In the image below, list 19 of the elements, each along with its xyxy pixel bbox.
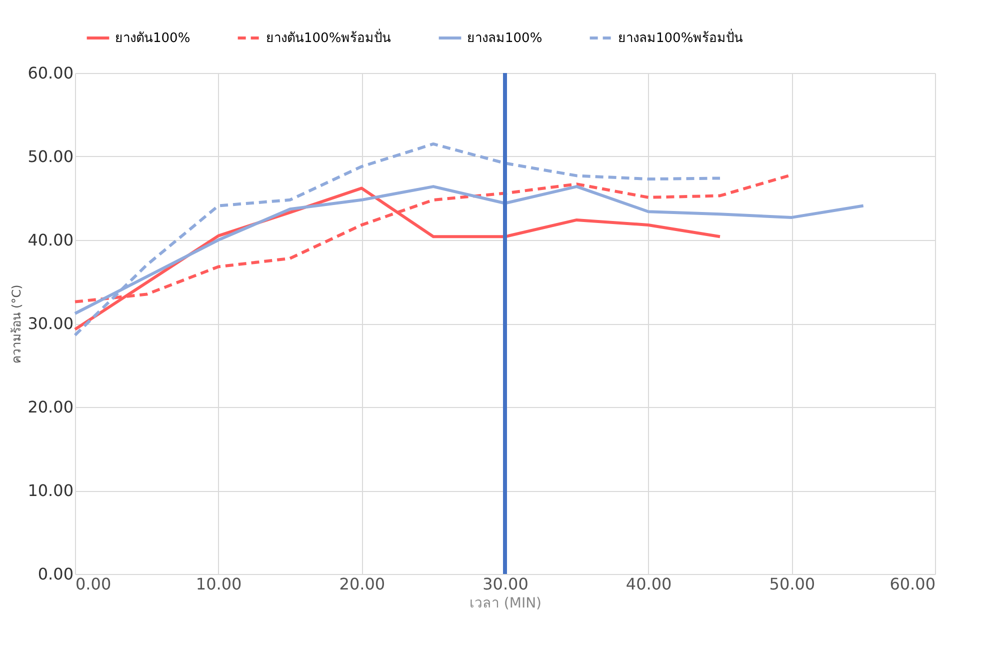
x-tick-label: 30.00 xyxy=(482,574,528,594)
x-tick-label: 20.00 xyxy=(339,574,386,594)
x-tick-label: 60.00 xyxy=(890,574,936,594)
x-tick-label: 40.00 xyxy=(626,574,672,594)
x-tick-label: 50.00 xyxy=(769,574,816,594)
y-tick-label: 10.00 xyxy=(28,481,74,500)
y-tick-label: 60.00 xyxy=(28,64,74,82)
x-tick-label: 0.00 xyxy=(76,574,112,594)
legend-label: ยางตัน100%พร้อมปั่น xyxy=(266,29,392,46)
y-axis-title: ความร้อน (°C) xyxy=(10,284,24,364)
y-tick-label: 40.00 xyxy=(28,230,74,250)
legend-label: ยางลม100% xyxy=(467,31,542,46)
y-tick-label: 20.00 xyxy=(28,398,74,416)
y-tick-label: 50.00 xyxy=(28,147,74,166)
legend-label: ยางตัน100% xyxy=(115,31,190,46)
x-axis-title: เวลา (MIN) xyxy=(469,596,542,612)
x-tick-label: 10.00 xyxy=(196,574,242,594)
y-tick-label: 30.00 xyxy=(28,314,74,333)
legend-label: ยางลม100%พร้อมปั่น xyxy=(618,29,744,46)
